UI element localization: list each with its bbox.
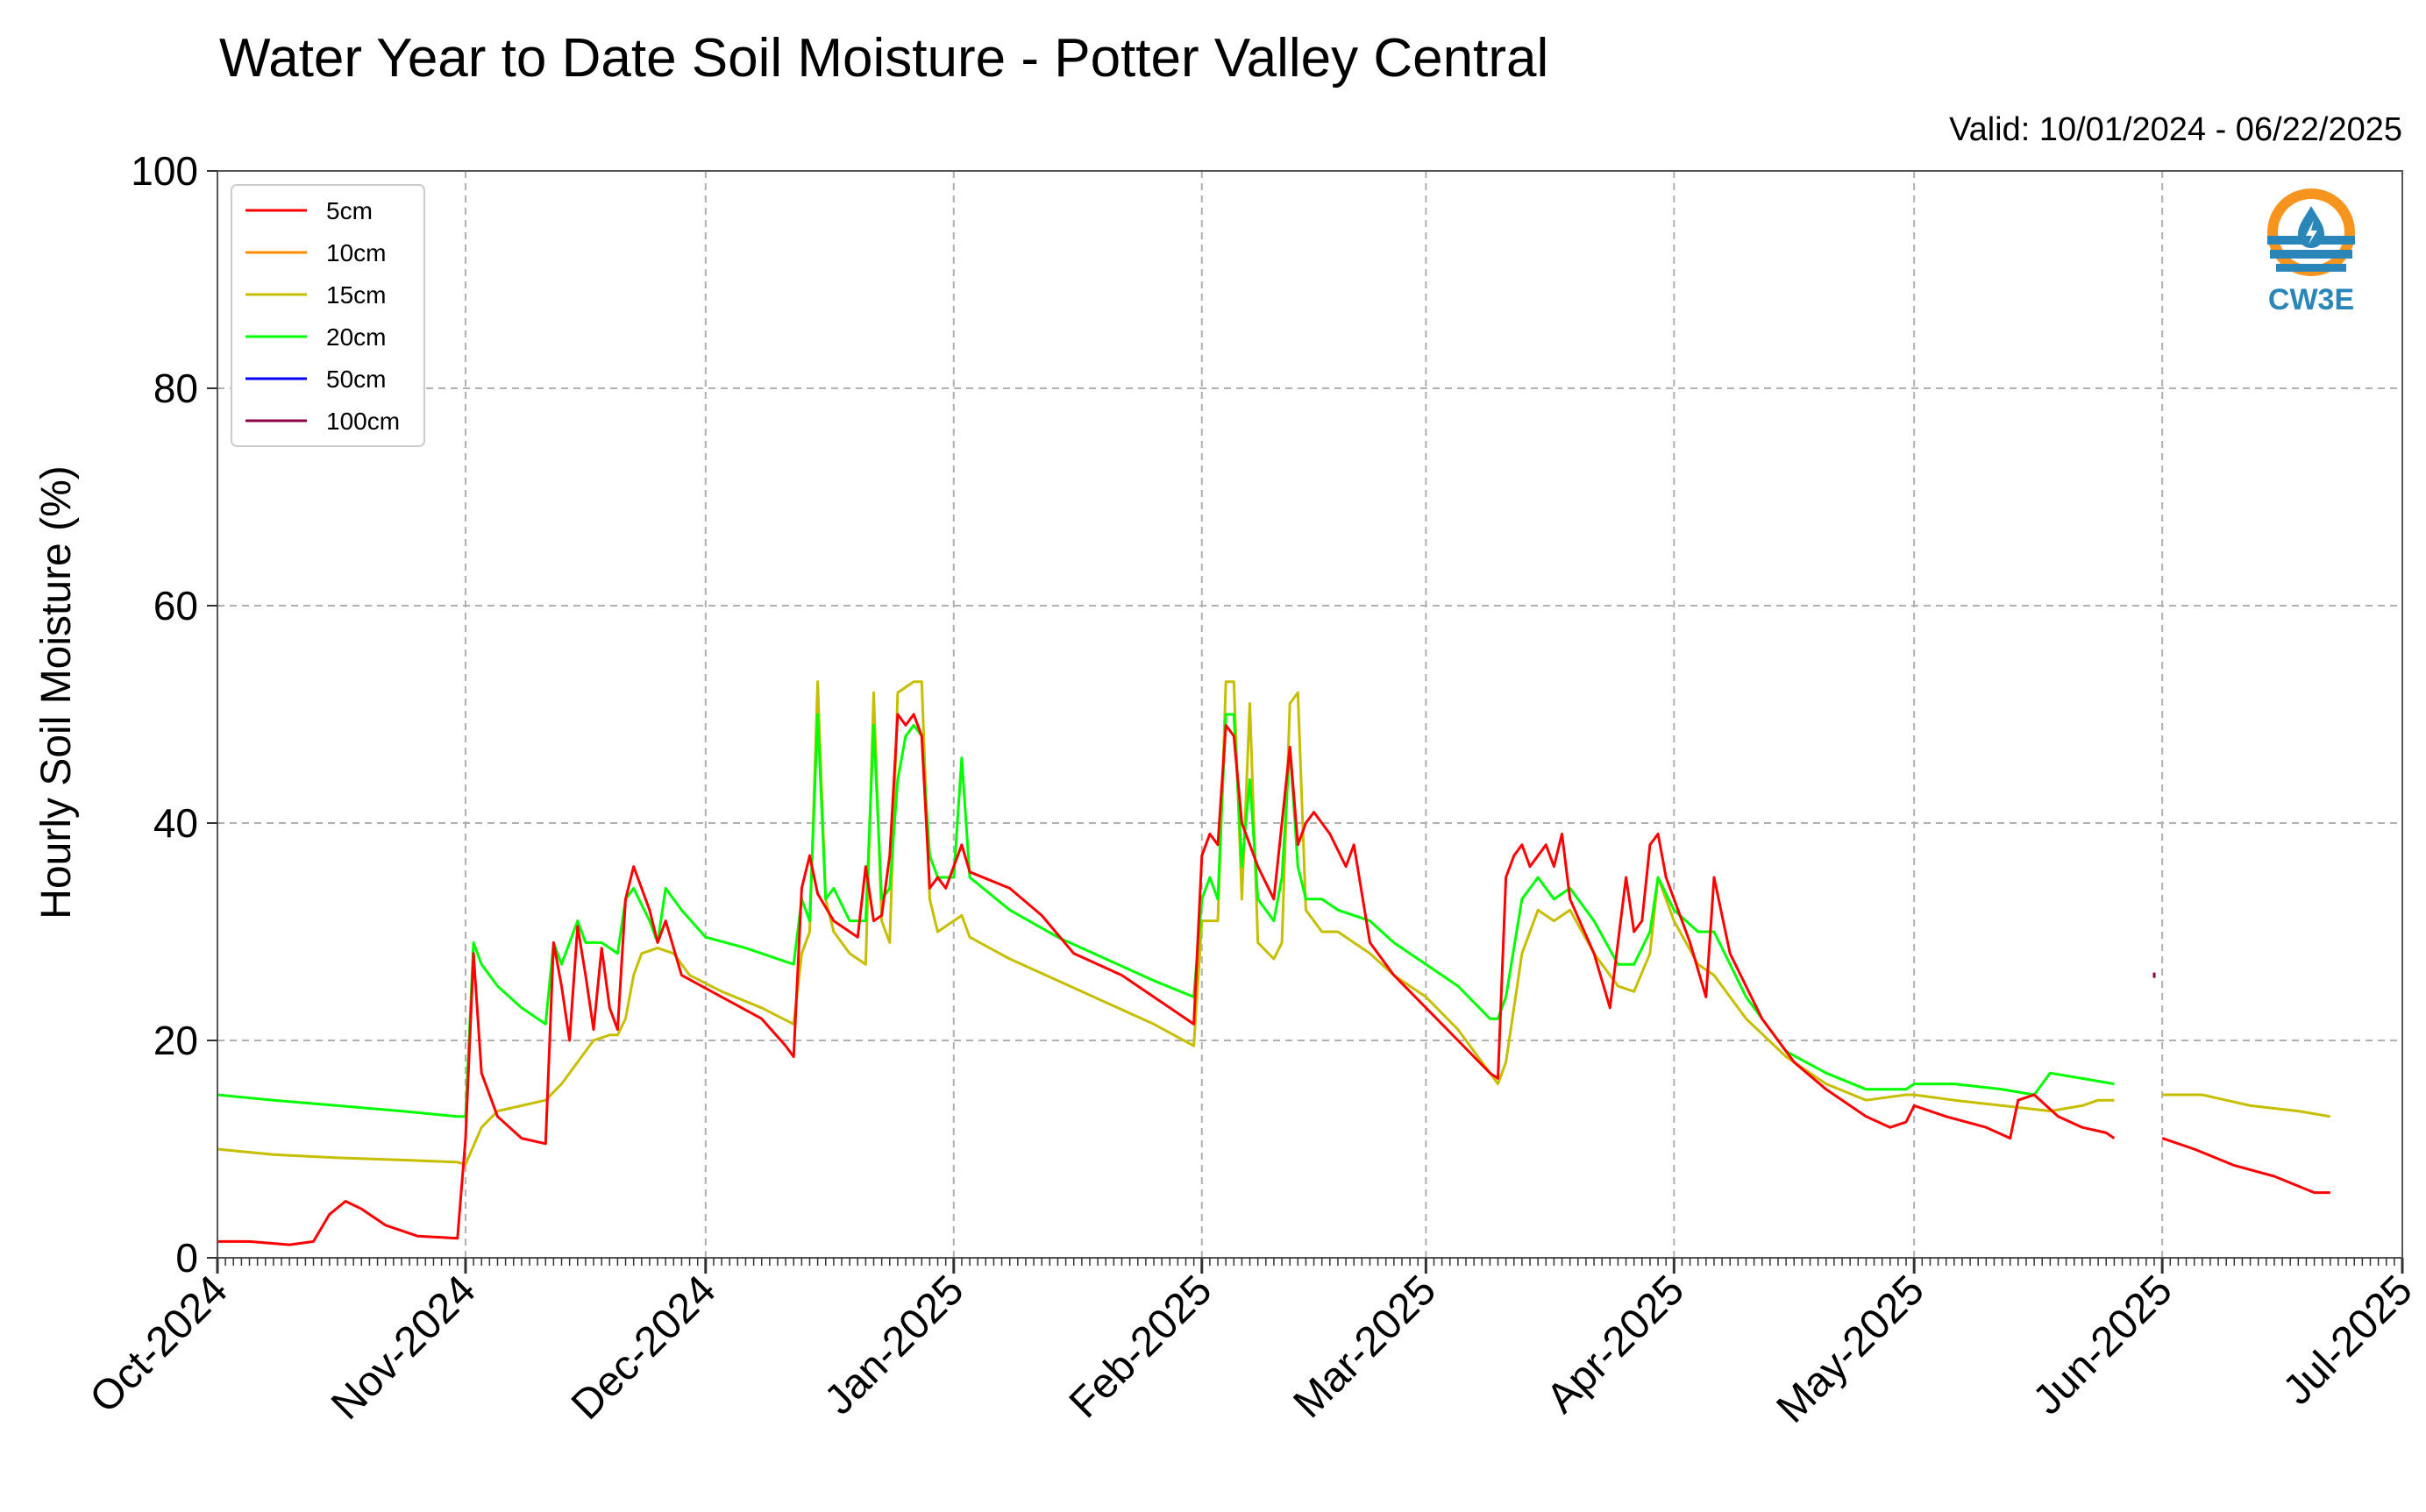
y-tick-label: 40 [153, 800, 198, 846]
y-tick-label: 20 [153, 1018, 198, 1063]
series-lines [217, 680, 2331, 1246]
lightning-icon [2306, 220, 2317, 245]
y-tick-label: 60 [153, 583, 198, 628]
series-15cm-line [2162, 1093, 2331, 1118]
legend: 5cm 10cm 15cm 20cm 50cm 100cm [231, 184, 425, 447]
series-15cm-line [217, 680, 2115, 1166]
y-tick-label: 0 [175, 1235, 198, 1281]
cw3e-logo: CW3E [2267, 188, 2355, 316]
series-5cm-line [217, 713, 2116, 1246]
logo-wave-3 [2276, 264, 2346, 272]
y-axis-label: Hourly Soil Moisture (%) [33, 465, 80, 919]
plot-frame [217, 170, 2403, 1259]
logo-wave-2 [2270, 250, 2352, 259]
legend-label-50cm: 50cm [326, 366, 386, 393]
grid [217, 171, 2402, 1258]
legend-label-10cm: 10cm [326, 239, 386, 266]
series-5cm-line [2161, 1137, 2330, 1195]
legend-box [231, 184, 425, 447]
y-axis: 0 20 40 60 80 100 [131, 148, 217, 1281]
legend-label-100cm: 100cm [326, 408, 400, 435]
y-tick-label: 80 [153, 366, 198, 411]
chart-title: Water Year to Date Soil Moisture - Potte… [219, 28, 1548, 89]
chart-subtitle: Valid: 10/01/2024 - 06/22/2025 [1949, 111, 2402, 148]
y-tick-label: 100 [131, 148, 198, 194]
legend-label-20cm: 20cm [326, 323, 386, 351]
logo-text: CW3E [2268, 283, 2354, 316]
legend-label-5cm: 5cm [326, 197, 373, 224]
legend-label-15cm: 15cm [326, 281, 386, 309]
series-20cm-line [217, 713, 2115, 1118]
